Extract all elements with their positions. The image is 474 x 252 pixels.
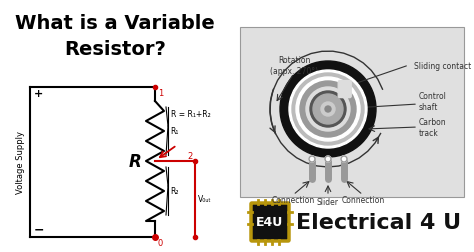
Text: R: R bbox=[128, 152, 141, 170]
FancyBboxPatch shape bbox=[251, 203, 289, 241]
Circle shape bbox=[325, 107, 331, 113]
Text: Electrical 4 U: Electrical 4 U bbox=[296, 212, 461, 232]
Text: Voltage Supply: Voltage Supply bbox=[16, 131, 25, 194]
Circle shape bbox=[341, 156, 347, 162]
Text: Slider: Slider bbox=[317, 197, 339, 206]
Circle shape bbox=[289, 71, 367, 148]
Text: Sliding contact: Sliding contact bbox=[414, 61, 471, 70]
Text: What is a Variable: What is a Variable bbox=[15, 14, 215, 33]
Text: 2: 2 bbox=[188, 151, 193, 160]
Text: 1: 1 bbox=[158, 89, 163, 98]
Circle shape bbox=[292, 74, 364, 145]
Text: Connection: Connection bbox=[341, 195, 384, 204]
Circle shape bbox=[280, 62, 376, 158]
Text: 0: 0 bbox=[158, 238, 163, 247]
Circle shape bbox=[309, 156, 315, 162]
Circle shape bbox=[321, 103, 335, 116]
Bar bbox=[240, 28, 464, 197]
Circle shape bbox=[300, 82, 356, 137]
Text: R₁: R₁ bbox=[170, 127, 178, 136]
Text: +: + bbox=[34, 89, 43, 99]
Text: E4U: E4U bbox=[256, 216, 283, 229]
Circle shape bbox=[306, 88, 350, 132]
Text: Control
shaft: Control shaft bbox=[419, 92, 447, 111]
Text: R = R₁+R₂: R = R₁+R₂ bbox=[171, 110, 211, 118]
Text: −: − bbox=[34, 223, 45, 236]
Circle shape bbox=[310, 92, 346, 128]
Text: Connection: Connection bbox=[272, 195, 315, 204]
Text: Rotation
(appx. 270°): Rotation (appx. 270°) bbox=[270, 56, 318, 75]
Text: R₂: R₂ bbox=[170, 187, 179, 196]
Text: Resistor?: Resistor? bbox=[64, 40, 166, 59]
Circle shape bbox=[325, 156, 331, 162]
Text: Carbon
track: Carbon track bbox=[419, 118, 447, 137]
Circle shape bbox=[296, 78, 360, 141]
FancyBboxPatch shape bbox=[338, 81, 351, 98]
Circle shape bbox=[313, 94, 343, 124]
Text: V₀ᵤₜ: V₀ᵤₜ bbox=[198, 195, 212, 204]
